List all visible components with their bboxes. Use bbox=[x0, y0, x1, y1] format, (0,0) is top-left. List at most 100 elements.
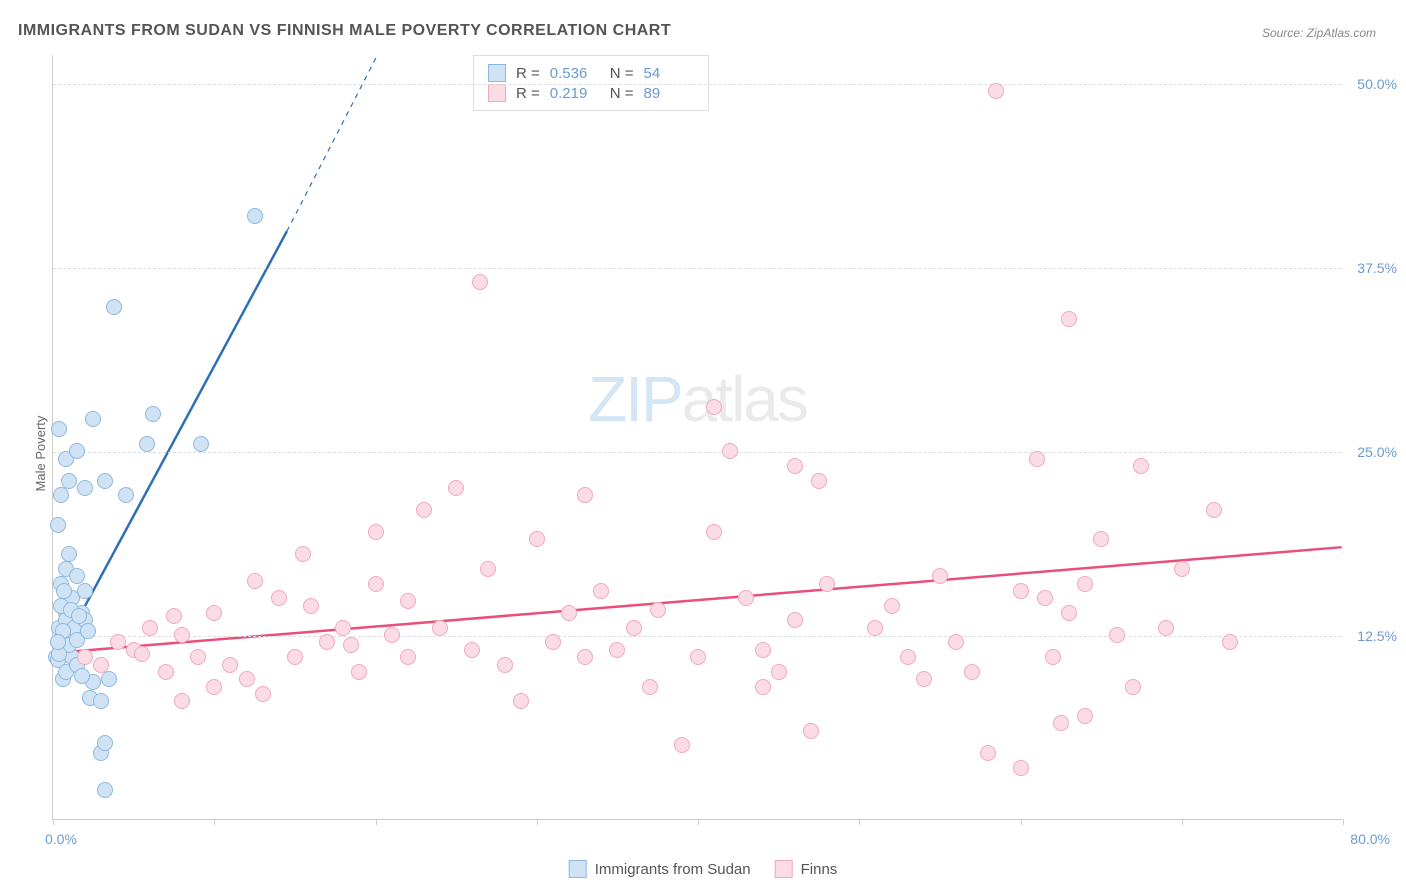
scatter-point bbox=[61, 473, 77, 489]
scatter-point bbox=[964, 664, 980, 680]
scatter-point bbox=[650, 602, 666, 618]
scatter-point bbox=[351, 664, 367, 680]
scatter-point bbox=[247, 208, 263, 224]
r-label: R = bbox=[516, 85, 540, 102]
scatter-point bbox=[174, 627, 190, 643]
scatter-point bbox=[69, 568, 85, 584]
scatter-point bbox=[980, 745, 996, 761]
n-label: N = bbox=[610, 65, 634, 82]
scatter-point bbox=[77, 480, 93, 496]
scatter-point bbox=[206, 679, 222, 695]
scatter-point bbox=[771, 664, 787, 680]
scatter-point bbox=[1109, 627, 1125, 643]
scatter-point bbox=[56, 583, 72, 599]
legend-swatch bbox=[488, 84, 506, 102]
scatter-point bbox=[432, 620, 448, 636]
scatter-point bbox=[343, 637, 359, 653]
scatter-point bbox=[206, 605, 222, 621]
regression-line bbox=[53, 547, 1341, 653]
scatter-point bbox=[755, 679, 771, 695]
plot-area: ZIPatlas R = 0.536 N = 54 R = 0.219 N = … bbox=[52, 55, 1342, 820]
scatter-point bbox=[190, 649, 206, 665]
scatter-point bbox=[932, 568, 948, 584]
scatter-point bbox=[561, 605, 577, 621]
scatter-point bbox=[400, 593, 416, 609]
scatter-point bbox=[1158, 620, 1174, 636]
scatter-point bbox=[1222, 634, 1238, 650]
scatter-point bbox=[335, 620, 351, 636]
scatter-point bbox=[609, 642, 625, 658]
scatter-point bbox=[166, 608, 182, 624]
regression-lines-layer bbox=[53, 55, 1342, 819]
scatter-point bbox=[706, 524, 722, 540]
legend-item: Finns bbox=[775, 860, 838, 878]
legend-swatch bbox=[488, 64, 506, 82]
scatter-point bbox=[97, 782, 113, 798]
legend-label: Immigrants from Sudan bbox=[595, 861, 751, 878]
scatter-point bbox=[106, 299, 122, 315]
scatter-point bbox=[239, 671, 255, 687]
scatter-point bbox=[97, 735, 113, 751]
scatter-point bbox=[61, 546, 77, 562]
r-value: 0.219 bbox=[550, 85, 600, 102]
x-tick bbox=[537, 819, 538, 825]
scatter-point bbox=[416, 502, 432, 518]
scatter-point bbox=[145, 406, 161, 422]
r-value: 0.536 bbox=[550, 65, 600, 82]
scatter-point bbox=[319, 634, 335, 650]
scatter-point bbox=[787, 612, 803, 628]
scatter-point bbox=[1053, 715, 1069, 731]
scatter-point bbox=[900, 649, 916, 665]
x-tick bbox=[1021, 819, 1022, 825]
scatter-point bbox=[545, 634, 561, 650]
scatter-point bbox=[819, 576, 835, 592]
x-tick-label: 0.0% bbox=[45, 831, 77, 847]
scatter-point bbox=[722, 443, 738, 459]
scatter-point bbox=[287, 649, 303, 665]
scatter-point bbox=[134, 646, 150, 662]
scatter-point bbox=[513, 693, 529, 709]
legend-swatch bbox=[775, 860, 793, 878]
scatter-point bbox=[916, 671, 932, 687]
scatter-point bbox=[384, 627, 400, 643]
scatter-point bbox=[74, 668, 90, 684]
scatter-point bbox=[529, 531, 545, 547]
scatter-point bbox=[222, 657, 238, 673]
scatter-point bbox=[1174, 561, 1190, 577]
n-value: 54 bbox=[644, 65, 694, 82]
x-tick-label: 80.0% bbox=[1350, 831, 1390, 847]
scatter-point bbox=[1061, 311, 1077, 327]
x-tick bbox=[376, 819, 377, 825]
scatter-point bbox=[295, 546, 311, 562]
scatter-point bbox=[593, 583, 609, 599]
scatter-point bbox=[1061, 605, 1077, 621]
scatter-point bbox=[472, 274, 488, 290]
scatter-point bbox=[948, 634, 964, 650]
scatter-point bbox=[93, 657, 109, 673]
scatter-point bbox=[1045, 649, 1061, 665]
legend-stats: R = 0.536 N = 54 R = 0.219 N = 89 bbox=[473, 55, 709, 111]
scatter-point bbox=[738, 590, 754, 606]
scatter-point bbox=[1133, 458, 1149, 474]
scatter-point bbox=[1125, 679, 1141, 695]
scatter-point bbox=[400, 649, 416, 665]
scatter-point bbox=[884, 598, 900, 614]
scatter-point bbox=[193, 436, 209, 452]
scatter-point bbox=[1013, 583, 1029, 599]
scatter-point bbox=[139, 436, 155, 452]
scatter-point bbox=[755, 642, 771, 658]
y-tick-label: 12.5% bbox=[1357, 628, 1397, 644]
source-label: Source: ZipAtlas.com bbox=[1262, 26, 1376, 40]
legend-series: Immigrants from Sudan Finns bbox=[569, 860, 838, 878]
scatter-point bbox=[448, 480, 464, 496]
scatter-point bbox=[626, 620, 642, 636]
x-tick bbox=[1343, 819, 1344, 825]
scatter-point bbox=[303, 598, 319, 614]
scatter-point bbox=[811, 473, 827, 489]
chart-container: IMMIGRANTS FROM SUDAN VS FINNISH MALE PO… bbox=[0, 0, 1406, 892]
legend-swatch bbox=[569, 860, 587, 878]
scatter-point bbox=[787, 458, 803, 474]
scatter-point bbox=[706, 399, 722, 415]
y-tick-label: 25.0% bbox=[1357, 444, 1397, 460]
scatter-point bbox=[1037, 590, 1053, 606]
